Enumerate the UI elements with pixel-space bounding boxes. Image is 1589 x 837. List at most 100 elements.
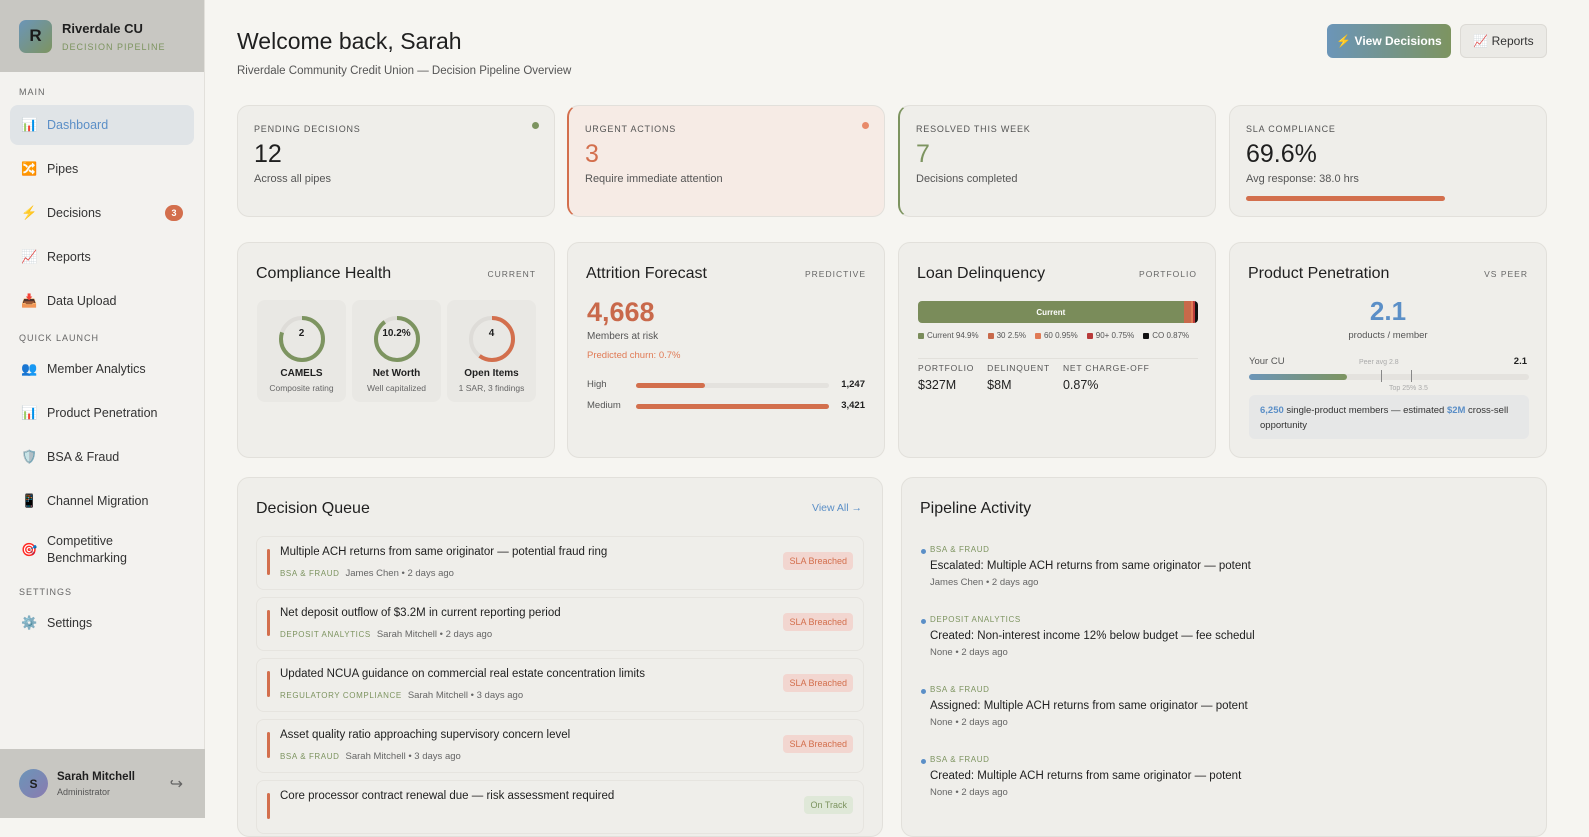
kpi-value: 12 [254, 140, 282, 168]
user-profile[interactable]: S Sarah Mitchell Administrator ↪ [0, 749, 205, 818]
activity-item[interactable]: BSA & FRAUD Created: Multiple ACH returns… [921, 755, 1241, 798]
queue-item[interactable]: Asset quality ratio approaching supervis… [256, 719, 864, 773]
status-dot [862, 122, 869, 129]
legend-label: 30 2.5% [996, 331, 1026, 340]
legend-item: 90+ 0.75% [1086, 331, 1135, 340]
brand-header: R Riverdale CU DECISION PIPELINE [0, 0, 204, 72]
sidebar-item-bsa-fraud[interactable]: 🛡️ BSA & Fraud [10, 437, 194, 477]
card-tag: VS PEER [1484, 269, 1528, 279]
sidebar-item-dashboard[interactable]: 📊 Dashboard [10, 105, 194, 145]
nav-icon: ⚙️ [21, 615, 38, 630]
activity-item[interactable]: BSA & FRAUD Assigned: Multiple ACH return… [921, 685, 1248, 728]
pipeline-activity-card: Pipeline Activity BSA & FRAUD Escalated: … [901, 477, 1547, 837]
nav-icon: 🎯 [21, 542, 38, 557]
legend-item: 30 2.5% [987, 331, 1026, 340]
gauge-sub: Well capitalized [367, 383, 426, 393]
sidebar-item-product-penetration[interactable]: 📊 Product Penetration [10, 393, 194, 433]
risk-bar-fill [636, 383, 706, 388]
kpi-resolved-this-week[interactable]: RESOLVED THIS WEEK 7 Decisions completed [898, 105, 1216, 217]
activity-dot [921, 619, 926, 624]
avatar: S [19, 769, 48, 798]
legend-label: CO 0.87% [1152, 331, 1190, 340]
kpi-sub: Require immediate attention [585, 173, 723, 185]
activity-category: BSA & FRAUD [930, 545, 990, 554]
sidebar-item-label: Decisions [47, 206, 102, 220]
gauge-ring [278, 316, 325, 362]
queue-item[interactable]: Core processor contract renewal due — ri… [256, 780, 864, 834]
your-cu-label: Your CU [1249, 356, 1285, 367]
risk-bar-fill [636, 404, 829, 409]
page-subtitle: Riverdale Community Credit Union — Decis… [237, 65, 572, 77]
gauge-sub: Composite rating [269, 383, 334, 393]
queue-item-category: BSA & FRAUD [280, 569, 340, 578]
stat-label: PORTFOLIO [918, 363, 975, 373]
activity-category: DEPOSIT ANALYTICS [930, 615, 1021, 624]
kpi-label: URGENT ACTIONS [585, 124, 677, 134]
activity-text: Assigned: Multiple ACH returns from same… [930, 700, 1248, 712]
sidebar-item-channel-migration[interactable]: 📱 Channel Migration [10, 481, 194, 521]
view-decisions-button[interactable]: ⚡ View Decisions [1327, 24, 1451, 58]
status-badge: On Track [804, 796, 853, 814]
view-all-link[interactable]: View All → [812, 502, 862, 514]
gauge-value: 10.2% [382, 328, 411, 339]
legend-item: Current 94.9% [918, 331, 979, 340]
brand-logo: R [19, 19, 52, 53]
stat-value: $327M [918, 378, 957, 392]
risk-value: 1,247 [841, 379, 865, 390]
card-title: Compliance Health [256, 265, 392, 282]
sidebar-item-member-analytics[interactable]: 👥 Member Analytics [10, 349, 194, 389]
top-quartile-label: Top 25% 3.5 [1389, 385, 1428, 392]
sidebar-item-label: Product Penetration [47, 406, 158, 420]
gauge-value: 2 [298, 328, 305, 339]
note-text: cross-sell opportunity [1260, 405, 1509, 431]
queue-item[interactable]: Multiple ACH returns from same originato… [256, 536, 864, 590]
logout-icon[interactable]: ↪ [169, 775, 183, 793]
brand-name: Riverdale CU [62, 20, 143, 36]
sidebar-item-reports[interactable]: 📈 Reports [10, 237, 194, 277]
kpi-label: RESOLVED THIS WEEK [916, 124, 1031, 134]
kpi-value: 7 [916, 140, 930, 168]
legend-label: Current 94.9% [927, 331, 979, 340]
activity-meta: None • 2 days ago [930, 787, 1008, 798]
sidebar-item-decisions[interactable]: ⚡ Decisions 3 [10, 193, 194, 233]
activity-text: Escalated: Multiple ACH returns from sam… [930, 560, 1251, 572]
activity-meta: James Chen • 2 days ago [930, 577, 1039, 588]
nav-icon: 📈 [21, 249, 38, 264]
activity-meta: None • 2 days ago [930, 717, 1008, 728]
risk-bar [636, 404, 829, 409]
queue-item-category: REGULATORY COMPLIANCE [280, 691, 402, 700]
gauge-name: Net Worth [372, 368, 421, 379]
queue-item-title: Core processor contract renewal due — ri… [280, 790, 615, 802]
sidebar-item-data-upload[interactable]: 📥 Data Upload [10, 281, 194, 321]
legend-label: 90+ 0.75% [1095, 331, 1135, 340]
queue-item[interactable]: Net deposit outflow of $3.2M in current … [256, 597, 864, 651]
sidebar-item-settings[interactable]: ⚙️ Settings [10, 603, 194, 643]
activity-item[interactable]: DEPOSIT ANALYTICS Created: Non-interest i… [921, 615, 1255, 658]
attrition-forecast-card: Attrition Forecast PREDICTIVE 4,668 Membe… [567, 242, 885, 458]
kpi-pending-decisions[interactable]: PENDING DECISIONS 12 Across all pipes [237, 105, 555, 217]
single-product-count: 6,250 [1260, 405, 1284, 416]
activity-dot [921, 759, 926, 764]
kpi-sub: Decisions completed [916, 173, 1018, 185]
sidebar-item-label: Data Upload [47, 294, 117, 308]
kpi-urgent-actions[interactable]: URGENT ACTIONS 3 Require immediate attent… [567, 105, 885, 217]
gauge-ring [468, 316, 515, 362]
queue-item[interactable]: Updated NCUA guidance on commercial real… [256, 658, 864, 712]
sidebar-item-label: Member Analytics [47, 362, 146, 376]
kpi-sla-compliance[interactable]: SLA COMPLIANCE 69.6% Avg response: 38.0 h… [1229, 105, 1547, 217]
reports-button[interactable]: 📈 Reports [1460, 24, 1547, 58]
brand-subtitle: DECISION PIPELINE [62, 41, 166, 52]
delinquency-segment [1193, 301, 1196, 323]
nav-icon: 📥 [21, 293, 38, 308]
card-tag: CURRENT [487, 269, 536, 279]
activity-item[interactable]: BSA & FRAUD Escalated: Multiple ACH retur… [921, 545, 1251, 588]
products-per-member-value: 2.1 [1369, 296, 1407, 326]
sidebar-item-pipes[interactable]: 🔀 Pipes [10, 149, 194, 189]
user-name: Sarah Mitchell [57, 770, 135, 783]
stat-label: NET CHARGE-OFF [1062, 363, 1150, 373]
gauge-name: Open Items [464, 368, 519, 379]
status-dot [532, 122, 539, 129]
activity-category: BSA & FRAUD [930, 755, 990, 764]
sidebar-item-label: Competitive Benchmarking [47, 534, 127, 565]
sidebar-item-competitive-benchmarking[interactable]: 🎯 Competitive Benchmarking [10, 525, 194, 575]
